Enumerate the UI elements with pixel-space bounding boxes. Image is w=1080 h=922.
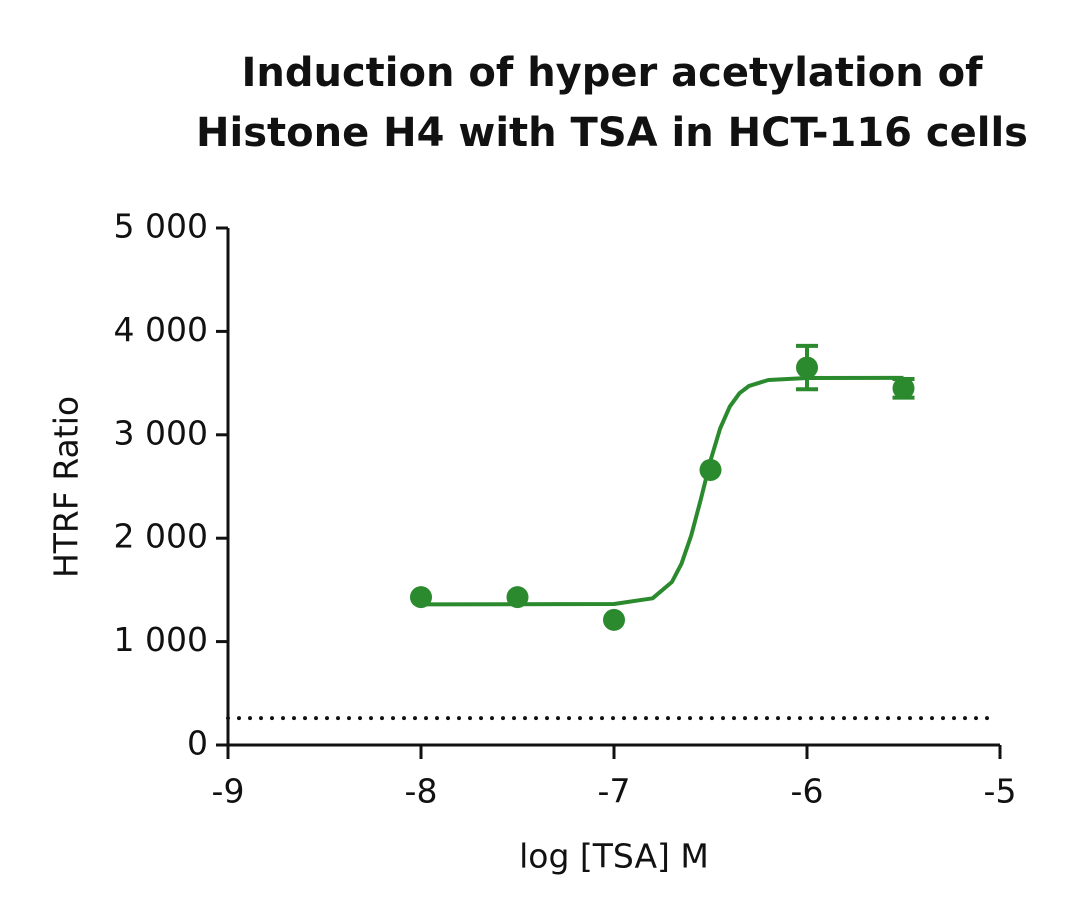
y-tick-label: 1 000 — [114, 620, 208, 659]
y-axis-label: HTRF Ratio — [47, 396, 86, 578]
x-tick-label: -7 — [598, 772, 631, 811]
x-tick-label: -8 — [405, 772, 438, 811]
y-tick-label: 5 000 — [114, 207, 208, 246]
data-point — [506, 586, 529, 609]
chart-title: Induction of hyper acetylation of — [242, 50, 984, 96]
data-point — [603, 608, 625, 631]
x-axis-label: log [TSA] M — [519, 837, 709, 876]
x-tick-label: -9 — [212, 772, 245, 811]
x-tick-label: -6 — [791, 772, 824, 811]
chart-title: Histone H4 with TSA in HCT-116 cells — [196, 110, 1028, 156]
data-point — [796, 356, 818, 379]
fit-curve — [420, 375, 904, 607]
data-point — [699, 458, 722, 481]
data-point — [410, 586, 432, 609]
y-tick-label: 4 000 — [114, 310, 208, 349]
data-point — [892, 377, 915, 400]
y-tick-label: 0 — [187, 724, 208, 763]
x-tick-label: -5 — [984, 772, 1017, 811]
y-tick-label: 2 000 — [114, 517, 208, 556]
y-tick-label: 3 000 — [114, 413, 208, 452]
